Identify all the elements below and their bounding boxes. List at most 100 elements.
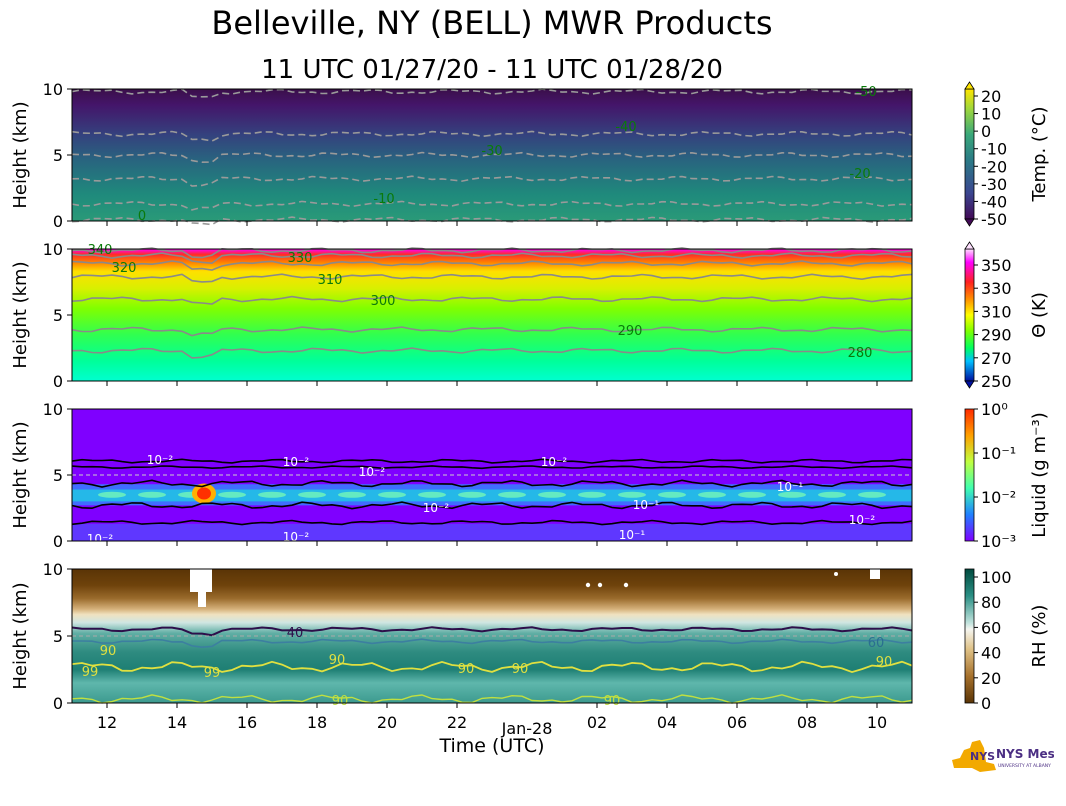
liquid-patch [218,491,246,498]
y-tick-label: 0 [53,372,63,391]
liquid-patch [138,491,166,498]
colorbar-label: Liquid (g m⁻³) [1029,412,1050,537]
liquid-contour-label: 10⁻² [423,501,450,515]
rh-contour [72,638,913,649]
liquid-contour-label: 10⁻² [541,455,568,469]
colorbar-tick-label: 10⁻² [981,488,1016,507]
liquid-contour [71,501,913,510]
y-tick-label: 5 [53,146,63,165]
temp-contour [71,151,913,164]
temp-contour [71,88,913,98]
colorbar-tick-label: 250 [981,372,1012,391]
theta-contour-label: 320 [112,261,137,276]
temp-contour [71,175,913,187]
rh-mask [597,582,603,588]
x-tick-label: 04 [657,713,677,732]
panel-field [72,249,912,381]
colorbar-tick-label: 290 [981,326,1012,345]
liquid-contour-label: 10⁻² [283,455,310,469]
rh-contour-label: 90 [100,644,117,659]
colorbar-tick-label: 10⁰ [981,400,1008,419]
theta-contour [71,252,913,265]
x-tick-label: 20 [377,713,397,732]
liquid-patch [498,491,526,498]
theta-contour [71,347,913,359]
colorbar-extend-top [964,81,975,90]
y-tick-label: 5 [53,466,63,485]
colorbar-extend-bottom [964,380,975,389]
colorbar-label: Temp. (°C) [1029,106,1050,202]
liquid-contour-label: 10⁻² [283,530,310,544]
theta-contour-label: 340 [88,243,113,258]
axes-4: 0 5 10 Height (km) [10,560,913,713]
liquid-contour-label: 10⁻¹ [619,528,646,542]
liquid-contour [71,519,913,526]
liquid-patch [338,491,366,498]
temp-contour-label: -50 [855,85,876,100]
colorbar-3: 10⁰ 10⁻¹ 10⁻² 10⁻³ Liquid (g m⁻³) [964,400,1050,551]
temp-contour [71,200,913,211]
x-tick-label: 02 [587,713,607,732]
liquid-patch [538,491,566,498]
liquid-patch [418,491,446,498]
liquid-patch [698,491,726,498]
rh-contour-label: 90 [512,662,529,677]
colorbar-tick-label: 270 [981,349,1012,368]
rh-mask [623,582,629,588]
panel-2 [72,249,912,381]
theta-contour [71,326,913,337]
colorbar-bar [964,408,975,542]
rh-contour [71,660,913,674]
x-axis-label: Time (UTC) [438,735,544,757]
liquid-contour-label: 10⁻¹ [633,498,660,512]
liquid-patch [298,491,326,498]
rh-contour-label: 90 [458,662,475,677]
theta-contour [71,295,913,305]
colorbar-extend-bottom [964,218,975,227]
colorbar-extend-top [964,241,975,250]
temp-contour-label: -20 [849,167,870,182]
x-tick-label: 08 [797,713,817,732]
rh-mask [585,582,591,588]
colorbar-tick-label: 80 [981,593,1001,612]
y-tick-label: 0 [53,694,63,713]
liquid-contour-label: 10⁻² [849,513,876,527]
liquid-patch [578,491,606,498]
axes-2: 0 5 10 Height (km) [10,240,913,391]
y-tick-label: 0 [53,532,63,551]
x-tick-label: 18 [307,713,327,732]
liquid-contour-label: 10⁻² [359,465,386,479]
liquid-core [72,489,912,502]
colorbar-4: 100 80 60 40 20 0 RH (%) [964,568,1050,713]
colorbar-tick-label: 20 [981,87,1001,106]
colorbar-tick-label: 100 [981,568,1012,587]
theta-contour-label: 290 [618,324,643,339]
y-axis-label: Height (km) [10,101,31,208]
temp-contour-label: -40 [615,120,636,135]
temp-contour-label: -30 [481,144,502,159]
logo-text: NYS Mesonet [996,747,1054,761]
axes-3: 0 5 10 Height (km) [10,400,913,551]
y-tick-label: 10 [43,240,63,259]
rh-contour-label: 40 [287,626,304,641]
y-tick-label: 0 [53,212,63,231]
temp-contour-label: 0 [138,209,146,224]
theta-contour [71,260,913,271]
rh-contour-label: 90 [876,655,893,670]
liquid-max-core [197,487,211,500]
rh-mask [834,572,838,576]
colorbar-bar [964,568,975,704]
rh-contour-label: 99 [204,666,221,681]
colorbar-label: RH (%) [1029,605,1050,668]
axes-1: 0 5 10 Height (km) [10,80,913,231]
colorbar-2: 350 330 310 290 270 250 Θ (K) [964,241,1050,391]
x-tick-label: 12 [97,713,117,732]
rh-contour [71,694,913,704]
colorbar-label: Θ (K) [1029,292,1050,338]
y-tick-label: 10 [43,560,63,579]
x-tick-label: 14 [167,713,187,732]
colorbar-tick-label: -50 [981,210,1007,229]
temp-contour-label: -10 [373,192,394,207]
liquid-patch [738,491,766,498]
x-tick-label: 10 [867,713,887,732]
